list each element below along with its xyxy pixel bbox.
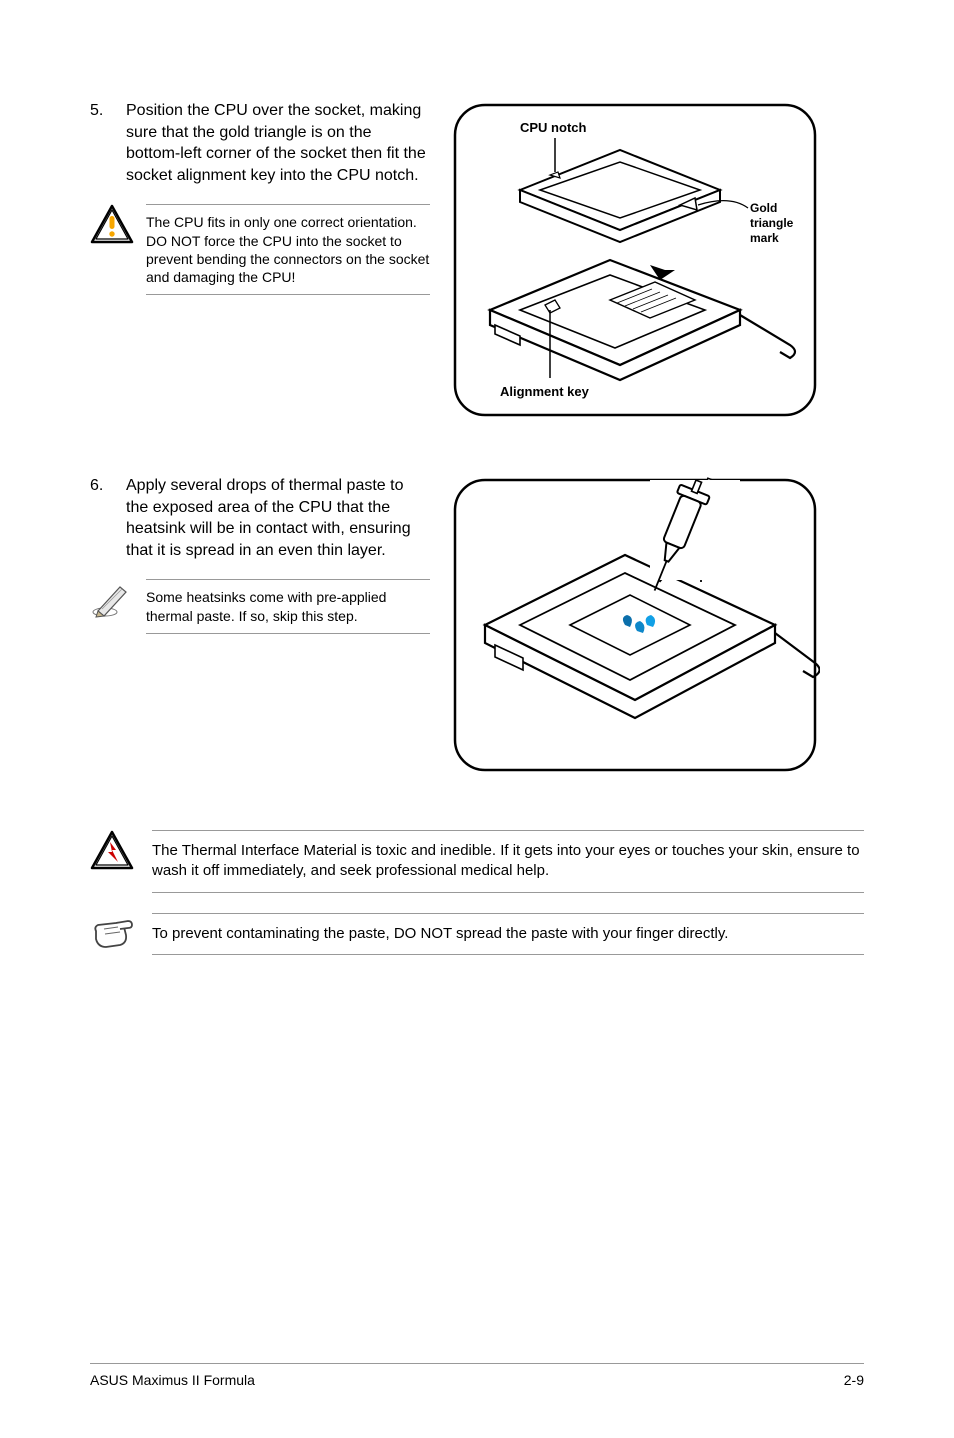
caution-5-text: The CPU fits in only one correct orienta… [146,204,430,295]
footer-left: ASUS Maximus II Formula [90,1372,255,1388]
footer-right: 2-9 [844,1372,864,1388]
cpu-socket-diagram: CPU notch Gold triangle mark [450,100,820,425]
thermal-paste-diagram [450,475,820,780]
step-6-section: 6. Apply several drops of thermal paste … [90,475,864,780]
cpu-notch-label: CPU notch [520,120,587,135]
step-5-section: 5. Position the CPU over the socket, mak… [90,100,864,425]
warning-contaminate-text: To prevent contaminating the paste, DO N… [152,913,864,955]
step-5-row: 5. Position the CPU over the socket, mak… [90,100,430,186]
pencil-icon [90,579,134,619]
alignment-key-label: Alignment key [500,384,590,399]
caution-triangle-icon [90,204,134,244]
step-5-text: Position the CPU over the socket, making… [126,100,430,186]
danger-triangle-icon [90,830,134,870]
note-6-callout: Some heatsinks come with pre-applied the… [90,579,430,633]
step-6-text: Apply several drops of thermal paste to … [126,475,430,561]
warning-contaminate-callout: To prevent contaminating the paste, DO N… [90,913,864,955]
gold-label-3: mark [750,231,779,245]
step-5-left: 5. Position the CPU over the socket, mak… [90,100,430,295]
note-6-text: Some heatsinks come with pre-applied the… [146,579,430,633]
warning-toxic-callout: The Thermal Interface Material is toxic … [90,830,864,893]
gold-label-1: Gold [750,201,777,215]
hand-pointing-icon [90,913,134,953]
step-6-number: 6. [90,475,108,561]
warning-toxic-text: The Thermal Interface Material is toxic … [152,830,864,893]
step-5-number: 5. [90,100,108,186]
step-6-row: 6. Apply several drops of thermal paste … [90,475,430,561]
step-6-left: 6. Apply several drops of thermal paste … [90,475,430,634]
page-footer: ASUS Maximus II Formula 2-9 [90,1363,864,1388]
caution-5-callout: The CPU fits in only one correct orienta… [90,204,430,295]
gold-label-2: triangle [750,216,794,230]
